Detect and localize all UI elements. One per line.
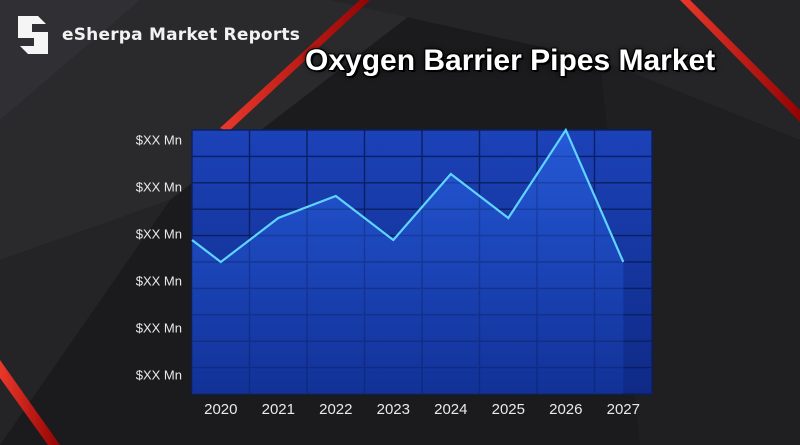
y-tick-label: $XX Mn	[136, 367, 182, 382]
x-tick-label: 2020	[204, 401, 237, 418]
brand-name: eSherpa Market Reports	[62, 25, 301, 45]
series-line	[191, 127, 625, 264]
x-tick-label: 2024	[434, 401, 467, 418]
y-axis-ticks: $XX Mn $XX Mn $XX Mn $XX Mn $XX Mn $XX Mn	[136, 132, 182, 382]
x-axis-ticks: 2020 2021 2022 2023 2024 2025 2026 2027	[204, 401, 640, 418]
esherpa-s-logo-icon	[18, 16, 48, 54]
x-tick-label: 2025	[492, 401, 525, 418]
series-area	[192, 130, 624, 394]
y-tick-label: $XX Mn	[136, 320, 182, 335]
x-tick-label: 2027	[607, 401, 640, 418]
y-tick-label: $XX Mn	[136, 132, 182, 147]
y-tick-label: $XX Mn	[136, 179, 182, 194]
x-tick-label: 2022	[319, 401, 352, 418]
red-accent-stripe	[0, 360, 60, 445]
x-tick-label: 2021	[262, 401, 295, 418]
red-accent-stripe	[220, 0, 370, 132]
y-tick-label: $XX Mn	[136, 273, 182, 288]
y-tick-label: $XX Mn	[136, 226, 182, 241]
chart-title: Oxygen Barrier Pipes Market	[305, 44, 716, 77]
x-tick-label: 2023	[377, 401, 410, 418]
red-accent-stripe	[680, 0, 800, 122]
x-tick-label: 2026	[549, 401, 582, 418]
brand: eSherpa Market Reports	[10, 10, 300, 60]
